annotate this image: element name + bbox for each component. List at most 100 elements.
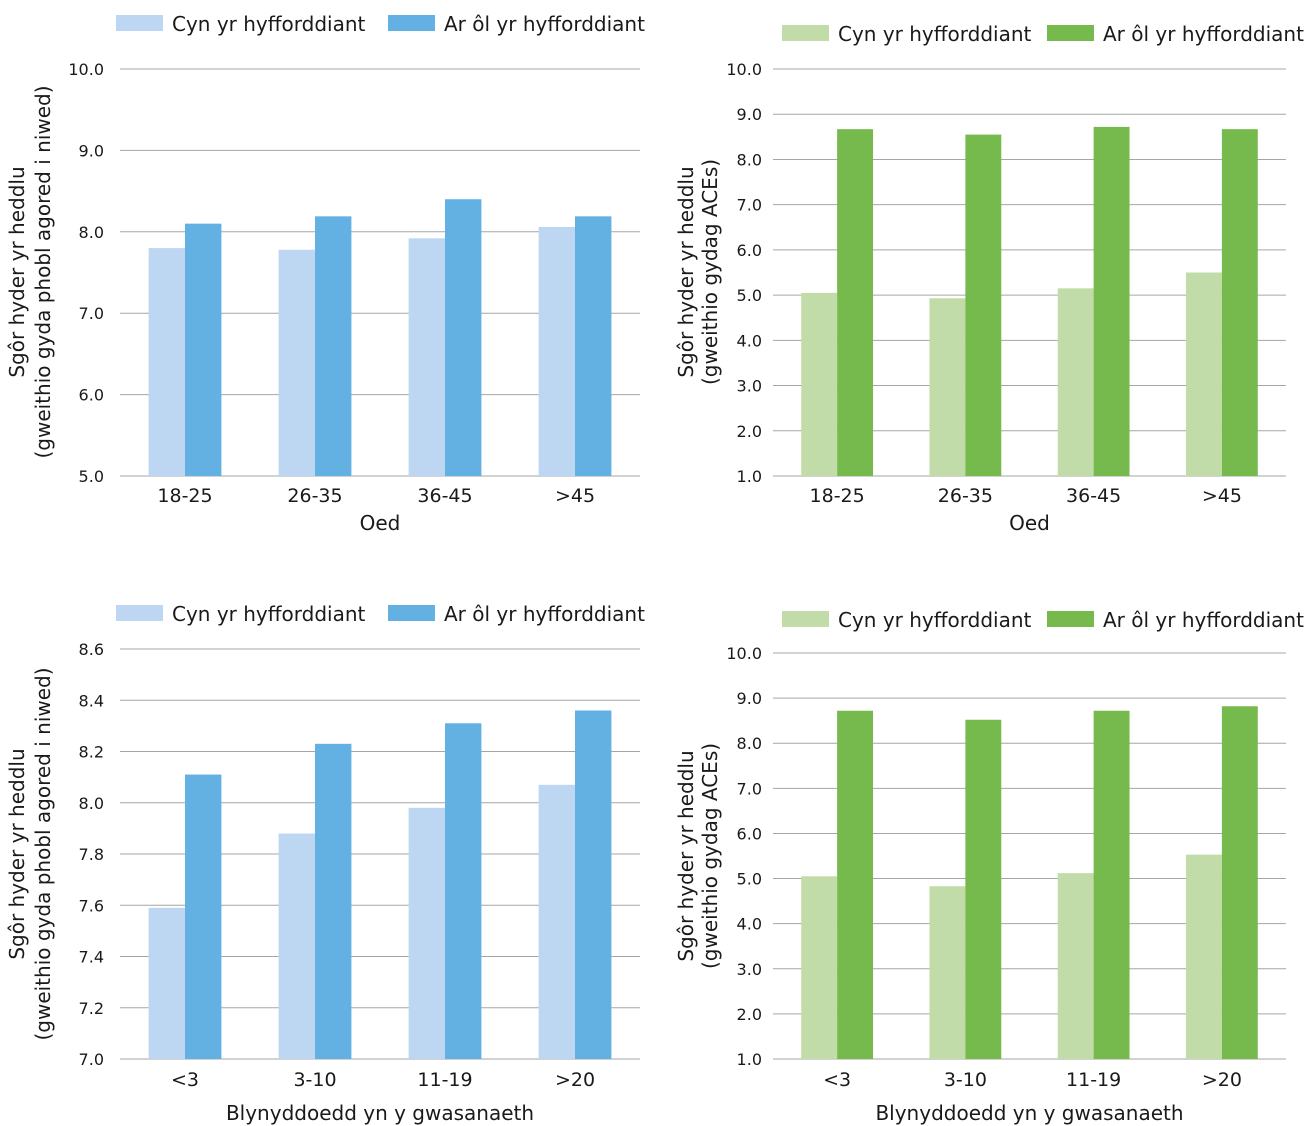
x-category-label: 3-10 [293,1069,336,1091]
bar-after-3-10 [315,743,352,1059]
bar-after-26-35 [315,216,352,477]
y-axis-title-line-1: Sgôr hyder yr heddlu [5,748,29,959]
x-category-label: 3-10 [944,1069,987,1091]
legend-label-before: Cyn yr hyfforddiant [172,602,366,626]
y-tick-label: 4.0 [737,331,762,350]
bar-after->20 [575,710,612,1059]
y-tick-label: 8.2 [79,743,104,762]
y-tick-label: 7.0 [737,779,762,798]
legend-swatch-after [388,605,435,621]
bar-before-26-35 [929,298,966,476]
legend-swatch-after [1047,611,1094,627]
y-tick-label: 8.6 [79,640,104,659]
bar-before-36-45 [408,238,445,476]
x-category-label: 18-25 [157,485,212,507]
bar-after->45 [1221,129,1258,476]
legend-swatch-before [782,611,829,627]
x-category-label: 11-19 [1066,1069,1121,1091]
bars [148,199,612,477]
chart-service-aces: 1.0 2.0 3.0 4.0 5.0 6.0 7.0 8.0 9.0 10.0 <3 3-10 11-… [655,583,1307,1126]
bars [801,126,1258,477]
bar-before-11-19 [1057,873,1094,1059]
y-tick-label: 4.0 [737,915,762,934]
y-tick-label: 6.0 [737,824,762,843]
x-category-label: 36-45 [417,485,472,507]
legend-swatch-before [116,15,163,31]
bar-before->45 [538,226,575,476]
bar-after->20 [1221,706,1258,1059]
x-axis-title: Blynyddoedd yn y gwasanaeth [226,1101,534,1125]
x-axis-title: Oed [1009,511,1050,535]
bars [148,710,612,1059]
y-tick-label: 7.2 [79,999,104,1018]
chart-age-vulnerable-svg: 5.0 6.0 7.0 8.0 9.0 10.0 18-25 26-35 36-45 >45 Oed… [5,12,645,535]
y-axis-title-line-1: Sgôr hyder yr heddlu [674,750,698,961]
x-category-label: <3 [171,1069,199,1091]
bar-after-36-45 [1093,126,1130,476]
chart-age-aces-svg: 1.0 2.0 3.0 4.0 5.0 6.0 7.0 8.0 9.0 10.0 18-25 26-3… [674,22,1304,535]
y-tick-label: 5.0 [737,286,762,305]
legend-swatch-after [388,15,435,31]
y-axis-title-line-1: Sgôr hyder yr heddlu [674,166,698,377]
bar-after-18-25 [837,129,874,476]
chart-age-vulnerable: 5.0 6.0 7.0 8.0 9.0 10.0 18-25 26-35 36-45 >45 Oed… [0,0,650,545]
y-tick-label: 10.0 [726,60,762,79]
x-category-label: 36-45 [1066,485,1121,507]
bar-before-3-10 [278,833,315,1059]
y-tick-label: 7.4 [79,948,104,967]
bar-before-3-10 [929,886,966,1059]
y-tick-label: 7.8 [79,845,104,864]
y-axis-title-line-2: (gweithio gydag ACEs) [698,743,722,969]
y-tick-label: 7.0 [737,196,762,215]
y-tick-label: 6.0 [737,241,762,260]
chart-age-aces: 1.0 2.0 3.0 4.0 5.0 6.0 7.0 8.0 9.0 10.0 18-25 26-3… [655,0,1307,545]
y-tick-label: 2.0 [737,1005,762,1024]
x-category-label: >45 [555,485,595,507]
y-tick-label: 5.0 [737,870,762,889]
legend-swatch-before [782,25,829,41]
y-tick-label: 1.0 [737,1050,762,1069]
bar-after-36-45 [445,199,482,477]
bar-after-26-35 [965,134,1002,477]
legend-swatch-after [1047,25,1094,41]
y-tick-label: 8.0 [79,223,104,242]
bar-before-<3 [148,907,185,1059]
y-tick-label: 8.4 [79,691,104,710]
bar-before-18-25 [148,248,185,476]
y-tick-label: 10.0 [726,644,762,663]
y-axis-title-line-2: (gweithio gyda phobl agored i niwed) [31,85,55,458]
bar-before->20 [1185,854,1222,1059]
x-category-label: >20 [1202,1069,1242,1091]
y-tick-label: 9.0 [737,105,762,124]
legend-label-before: Cyn yr hyfforddiant [838,22,1032,46]
y-tick-label: 5.0 [79,467,104,486]
bar-after-11-19 [1093,710,1130,1059]
legend-label-after: Ar ôl yr hyfforddiant [1103,22,1304,46]
legend-swatch-before [116,605,163,621]
y-tick-label: 3.0 [737,960,762,979]
y-axis-title-line-2: (gweithio gyda phobl agored i niwed) [31,667,55,1040]
legend: Cyn yr hyfforddiant Ar ôl yr hyfforddiant [116,12,645,36]
legend: Cyn yr hyfforddiant Ar ôl yr hyfforddiant [782,608,1304,632]
legend: Cyn yr hyfforddiant Ar ôl yr hyfforddiant [116,602,645,626]
bar-after->45 [575,216,612,477]
bar-before-26-35 [278,249,315,476]
x-axis-title: Oed [360,511,401,535]
y-tick-label: 8.0 [737,734,762,753]
bar-before-<3 [801,876,838,1059]
y-tick-label: 7.6 [79,896,104,915]
y-tick-label: 9.0 [737,689,762,708]
y-axis-title-line-1: Sgôr hyder yr heddlu [5,166,29,377]
chart-service-aces-svg: 1.0 2.0 3.0 4.0 5.0 6.0 7.0 8.0 9.0 10.0 <3 3-10 11-… [674,608,1304,1125]
x-axis-title: Blynyddoedd yn y gwasanaeth [875,1101,1183,1125]
bar-after-<3 [185,774,222,1059]
bar-before->20 [538,784,575,1059]
y-tick-label: 8.0 [737,150,762,169]
bar-after-<3 [837,710,874,1059]
x-category-label: >20 [555,1069,595,1091]
y-tick-label: 1.0 [737,467,762,486]
bar-before-36-45 [1057,288,1094,476]
y-tick-label: 2.0 [737,422,762,441]
y-tick-label: 9.0 [79,141,104,160]
y-tick-label: 6.0 [79,386,104,405]
